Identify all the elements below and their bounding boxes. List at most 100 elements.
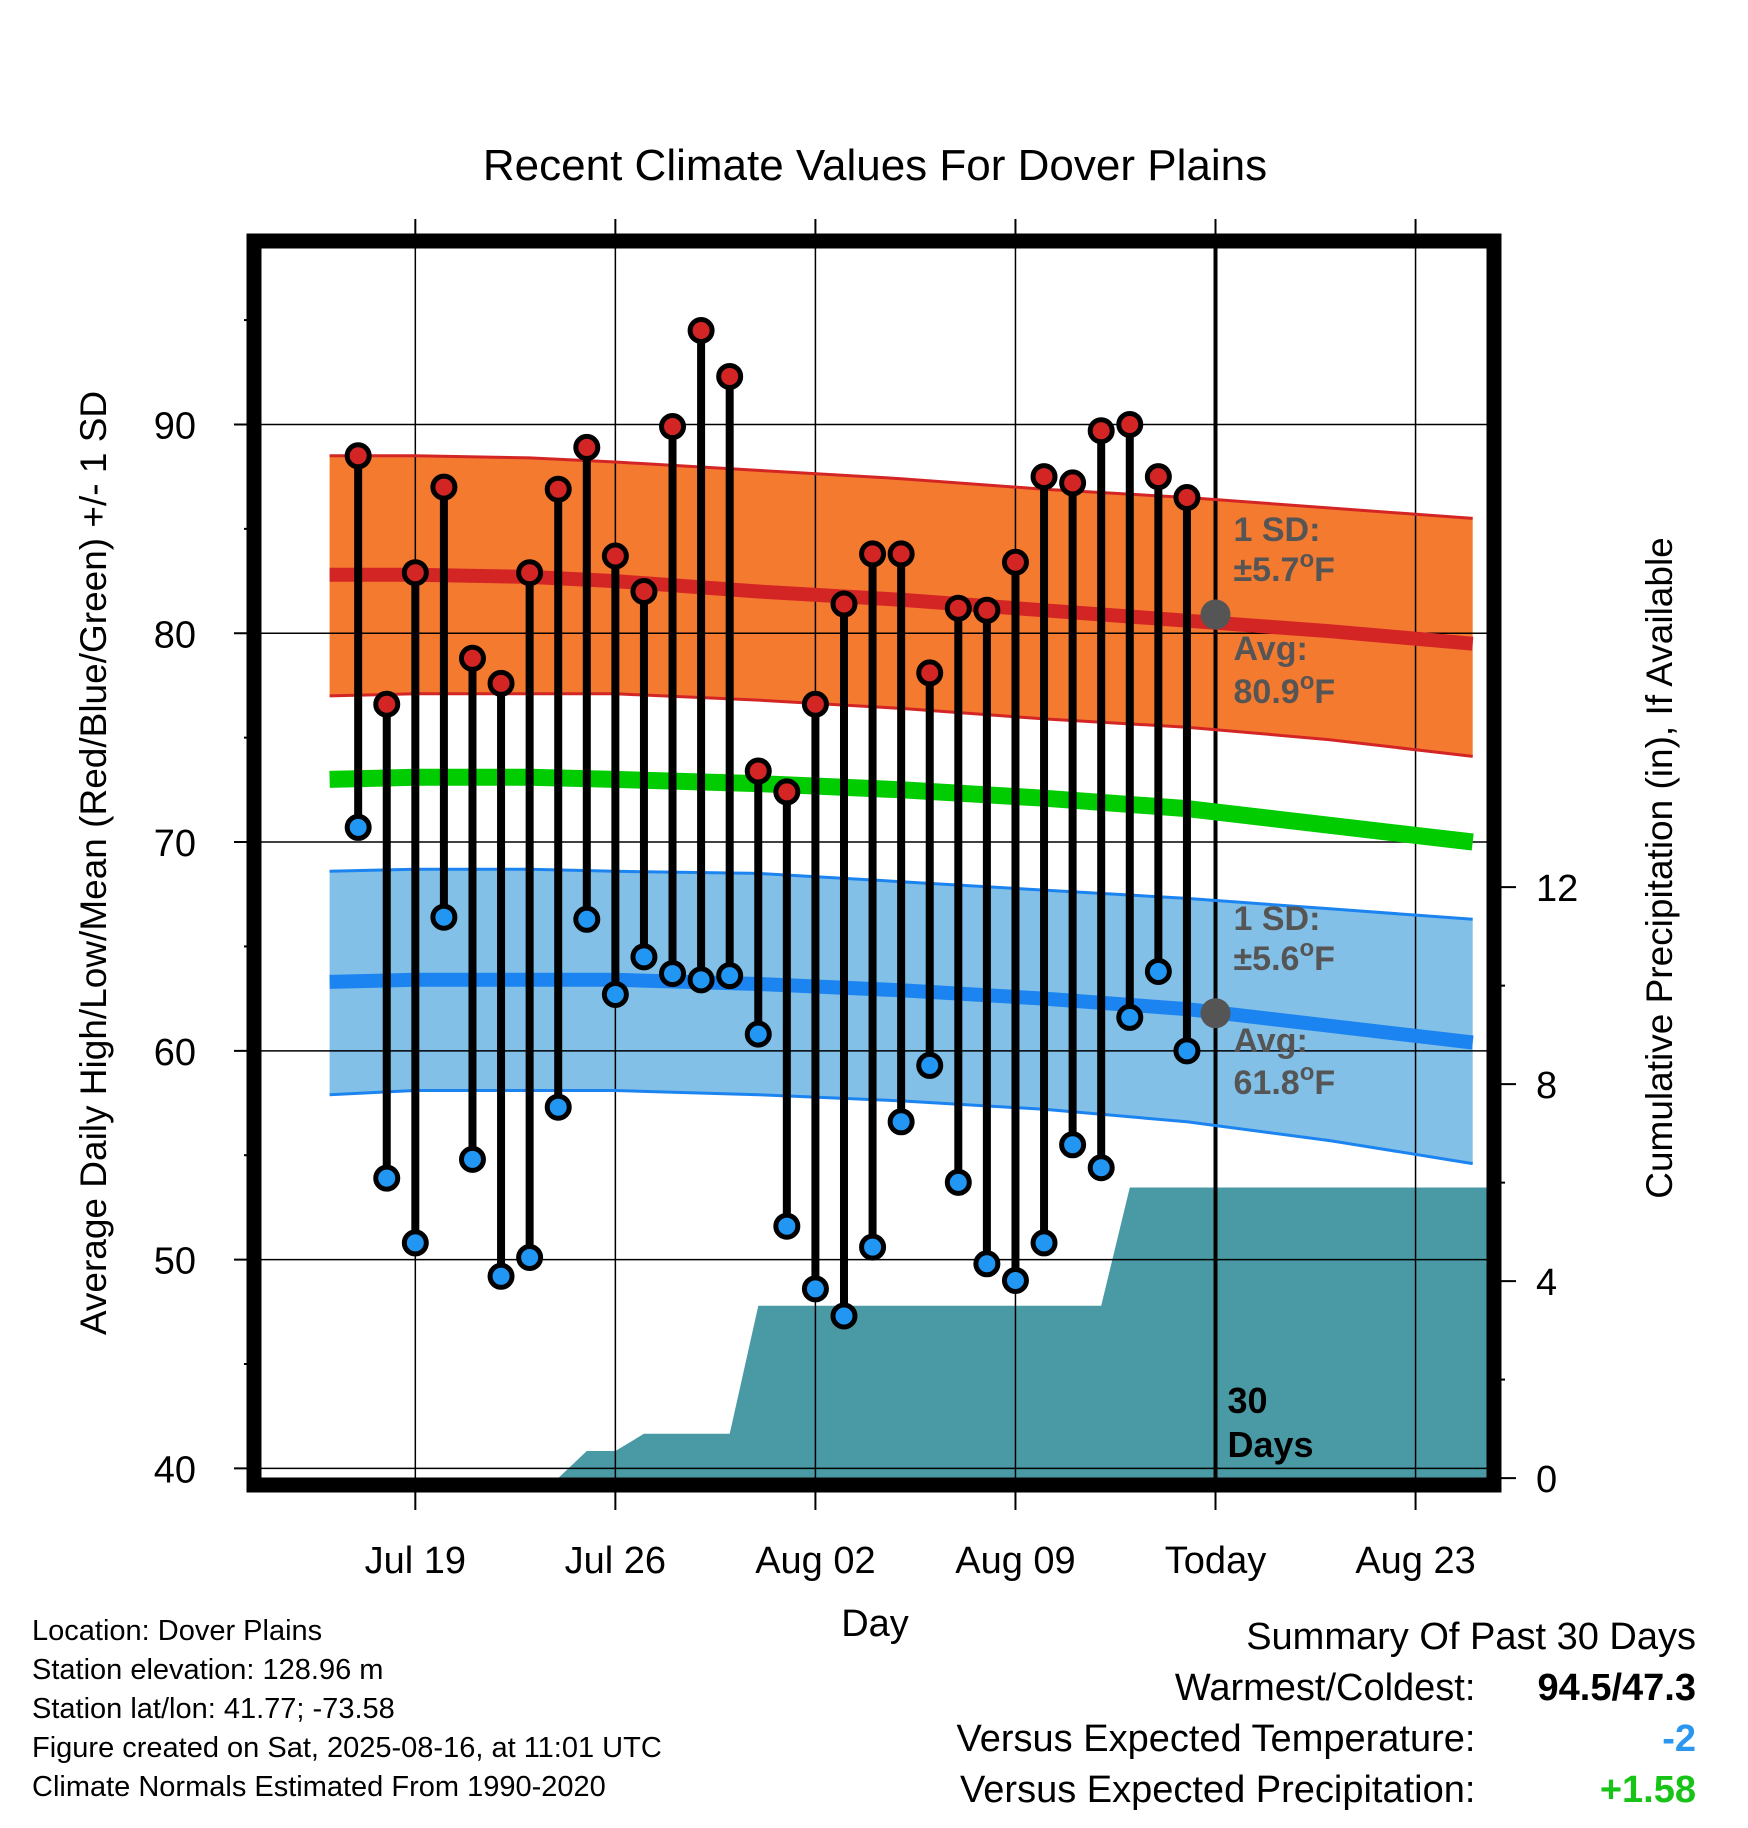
- daily-high-point: [1087, 417, 1115, 445]
- daily-low-point: [430, 903, 458, 931]
- daily-high-point: [916, 659, 944, 687]
- daily-high-point: [773, 778, 801, 806]
- daily-range-sticks: [354, 330, 1191, 1316]
- daily-high-point: [401, 559, 429, 587]
- daily-high-point: [744, 757, 772, 785]
- daily-low-point: [458, 1145, 486, 1173]
- axes: 40 50 60 70 80 90 0 4 8 12 Jul 19 Jul 26 Aug 02 Aug 0…: [154, 219, 1578, 1582]
- low-avg-label: Avg:: [1234, 1022, 1308, 1060]
- x-tick-label: Jul 26: [565, 1540, 666, 1582]
- daily-low-point: [773, 1212, 801, 1240]
- plot-frame: [246, 233, 1502, 1493]
- y-tick-label: 70: [154, 823, 196, 865]
- daily-low-point: [887, 1108, 915, 1136]
- high-avg-value: 80.9oF: [1234, 668, 1336, 711]
- low-sd-label: 1 SD:: [1234, 900, 1321, 938]
- y-tick-label: 90: [154, 405, 196, 447]
- daily-low-point: [1087, 1154, 1115, 1182]
- daily-low-point: [659, 960, 687, 988]
- daily-low-point: [744, 1020, 772, 1048]
- y-tick-label: 40: [154, 1449, 196, 1491]
- daily-low-point: [944, 1168, 972, 1196]
- y2-tick-label: 12: [1536, 868, 1578, 910]
- x-tick-label: Today: [1165, 1540, 1266, 1582]
- daily-high-point: [573, 433, 601, 461]
- daily-high-point: [601, 542, 629, 570]
- summary-title: Summary Of Past 30 Days: [1246, 1616, 1696, 1658]
- y-axis-label: Average Daily High/Low/Mean (Red/Blue/Gr…: [73, 391, 114, 1335]
- y-tick-label: 50: [154, 1241, 196, 1283]
- y-tick-label: 60: [154, 1032, 196, 1074]
- daily-low-point: [630, 943, 658, 971]
- daily-high-point: [1116, 410, 1144, 438]
- daily-high-point: [516, 559, 544, 587]
- low-avg-value: 61.8oF: [1234, 1059, 1336, 1102]
- y2-tick-label: 0: [1536, 1459, 1557, 1501]
- info-elevation: Station elevation: 128.96 m: [32, 1654, 384, 1686]
- daily-high-point: [1173, 484, 1201, 512]
- daily-low-point: [716, 962, 744, 990]
- daily-high-point: [373, 690, 401, 718]
- info-normals: Climate Normals Estimated From 1990-2020: [32, 1771, 606, 1803]
- daily-high-point: [630, 577, 658, 605]
- daily-low-point: [487, 1262, 515, 1290]
- high-avg-label: Avg:: [1234, 630, 1308, 668]
- x-tick-label: Jul 19: [365, 1540, 466, 1582]
- precip-value: +1.58: [1599, 1769, 1696, 1811]
- daily-low-point: [401, 1229, 429, 1257]
- daily-low-point: [373, 1164, 401, 1192]
- daily-high-point: [687, 317, 715, 345]
- daily-low-point: [344, 813, 372, 841]
- days-label-number: 30: [1228, 1380, 1268, 1421]
- daily-low-point: [1116, 1003, 1144, 1031]
- y2-axis-label: Cumulative Precipitation (in), If Availa…: [1639, 537, 1680, 1199]
- x-tick-label: Aug 02: [755, 1540, 875, 1582]
- daily-high-point: [344, 442, 372, 470]
- y-tick-label: 80: [154, 614, 196, 656]
- daily-low-point: [1173, 1037, 1201, 1065]
- low-avg-marker: [1200, 998, 1231, 1029]
- low-sd-value: ±5.6oF: [1234, 935, 1335, 978]
- daily-low-point: [544, 1093, 572, 1121]
- chart-title: Recent Climate Values For Dover Plains: [483, 141, 1267, 190]
- temp-label: Versus Expected Temperature:: [956, 1718, 1476, 1760]
- high-avg-line: [329, 567, 1474, 651]
- daily-low-point: [916, 1051, 944, 1079]
- daily-high-point: [944, 594, 972, 622]
- high-sd-label: 1 SD:: [1234, 511, 1321, 549]
- x-tick-label: Aug 23: [1355, 1540, 1475, 1582]
- daily-low-point: [801, 1275, 829, 1303]
- daily-low-point: [601, 980, 629, 1008]
- daily-low-point: [1144, 957, 1172, 985]
- daily-high-point: [859, 540, 887, 568]
- days-label-text: Days: [1228, 1424, 1314, 1465]
- temp-value: -2: [1662, 1718, 1696, 1760]
- station-info: Location: Dover Plains Station elevation…: [32, 1612, 662, 1807]
- daily-low-point: [516, 1244, 544, 1272]
- info-location: Location: Dover Plains: [32, 1615, 323, 1647]
- summary-panel: Summary Of Past 30 Days Warmest/Coldest:…: [957, 1612, 1696, 1816]
- daily-high-point: [659, 413, 687, 441]
- daily-high-point: [544, 475, 572, 503]
- x-tick-label: Aug 09: [955, 1540, 1075, 1582]
- daily-low-point: [573, 905, 601, 933]
- daily-low-point: [1001, 1266, 1029, 1294]
- x-axis-label: Day: [841, 1603, 909, 1645]
- daily-low-point: [973, 1250, 1001, 1278]
- daily-low-point: [687, 966, 715, 994]
- summary-precip: Versus Expected Precipitation: +1.58: [957, 1765, 1696, 1816]
- daily-high-point: [430, 473, 458, 501]
- daily-low-point: [1030, 1229, 1058, 1257]
- summary-warm-cold: Warmest/Coldest: 94.5/47.3: [957, 1663, 1696, 1714]
- high-sd-upper-line: [329, 454, 1473, 520]
- daily-high-point: [973, 596, 1001, 624]
- info-latlon: Station lat/lon: 41.77; -73.58: [32, 1693, 395, 1725]
- high-sd-value: ±5.7oF: [1234, 546, 1335, 589]
- daily-high-point: [1030, 463, 1058, 491]
- y2-tick-label: 4: [1536, 1262, 1557, 1304]
- info-created: Figure created on Sat, 2025-08-16, at 11…: [32, 1732, 662, 1764]
- daily-low-point: [859, 1233, 887, 1261]
- daily-high-point: [830, 590, 858, 618]
